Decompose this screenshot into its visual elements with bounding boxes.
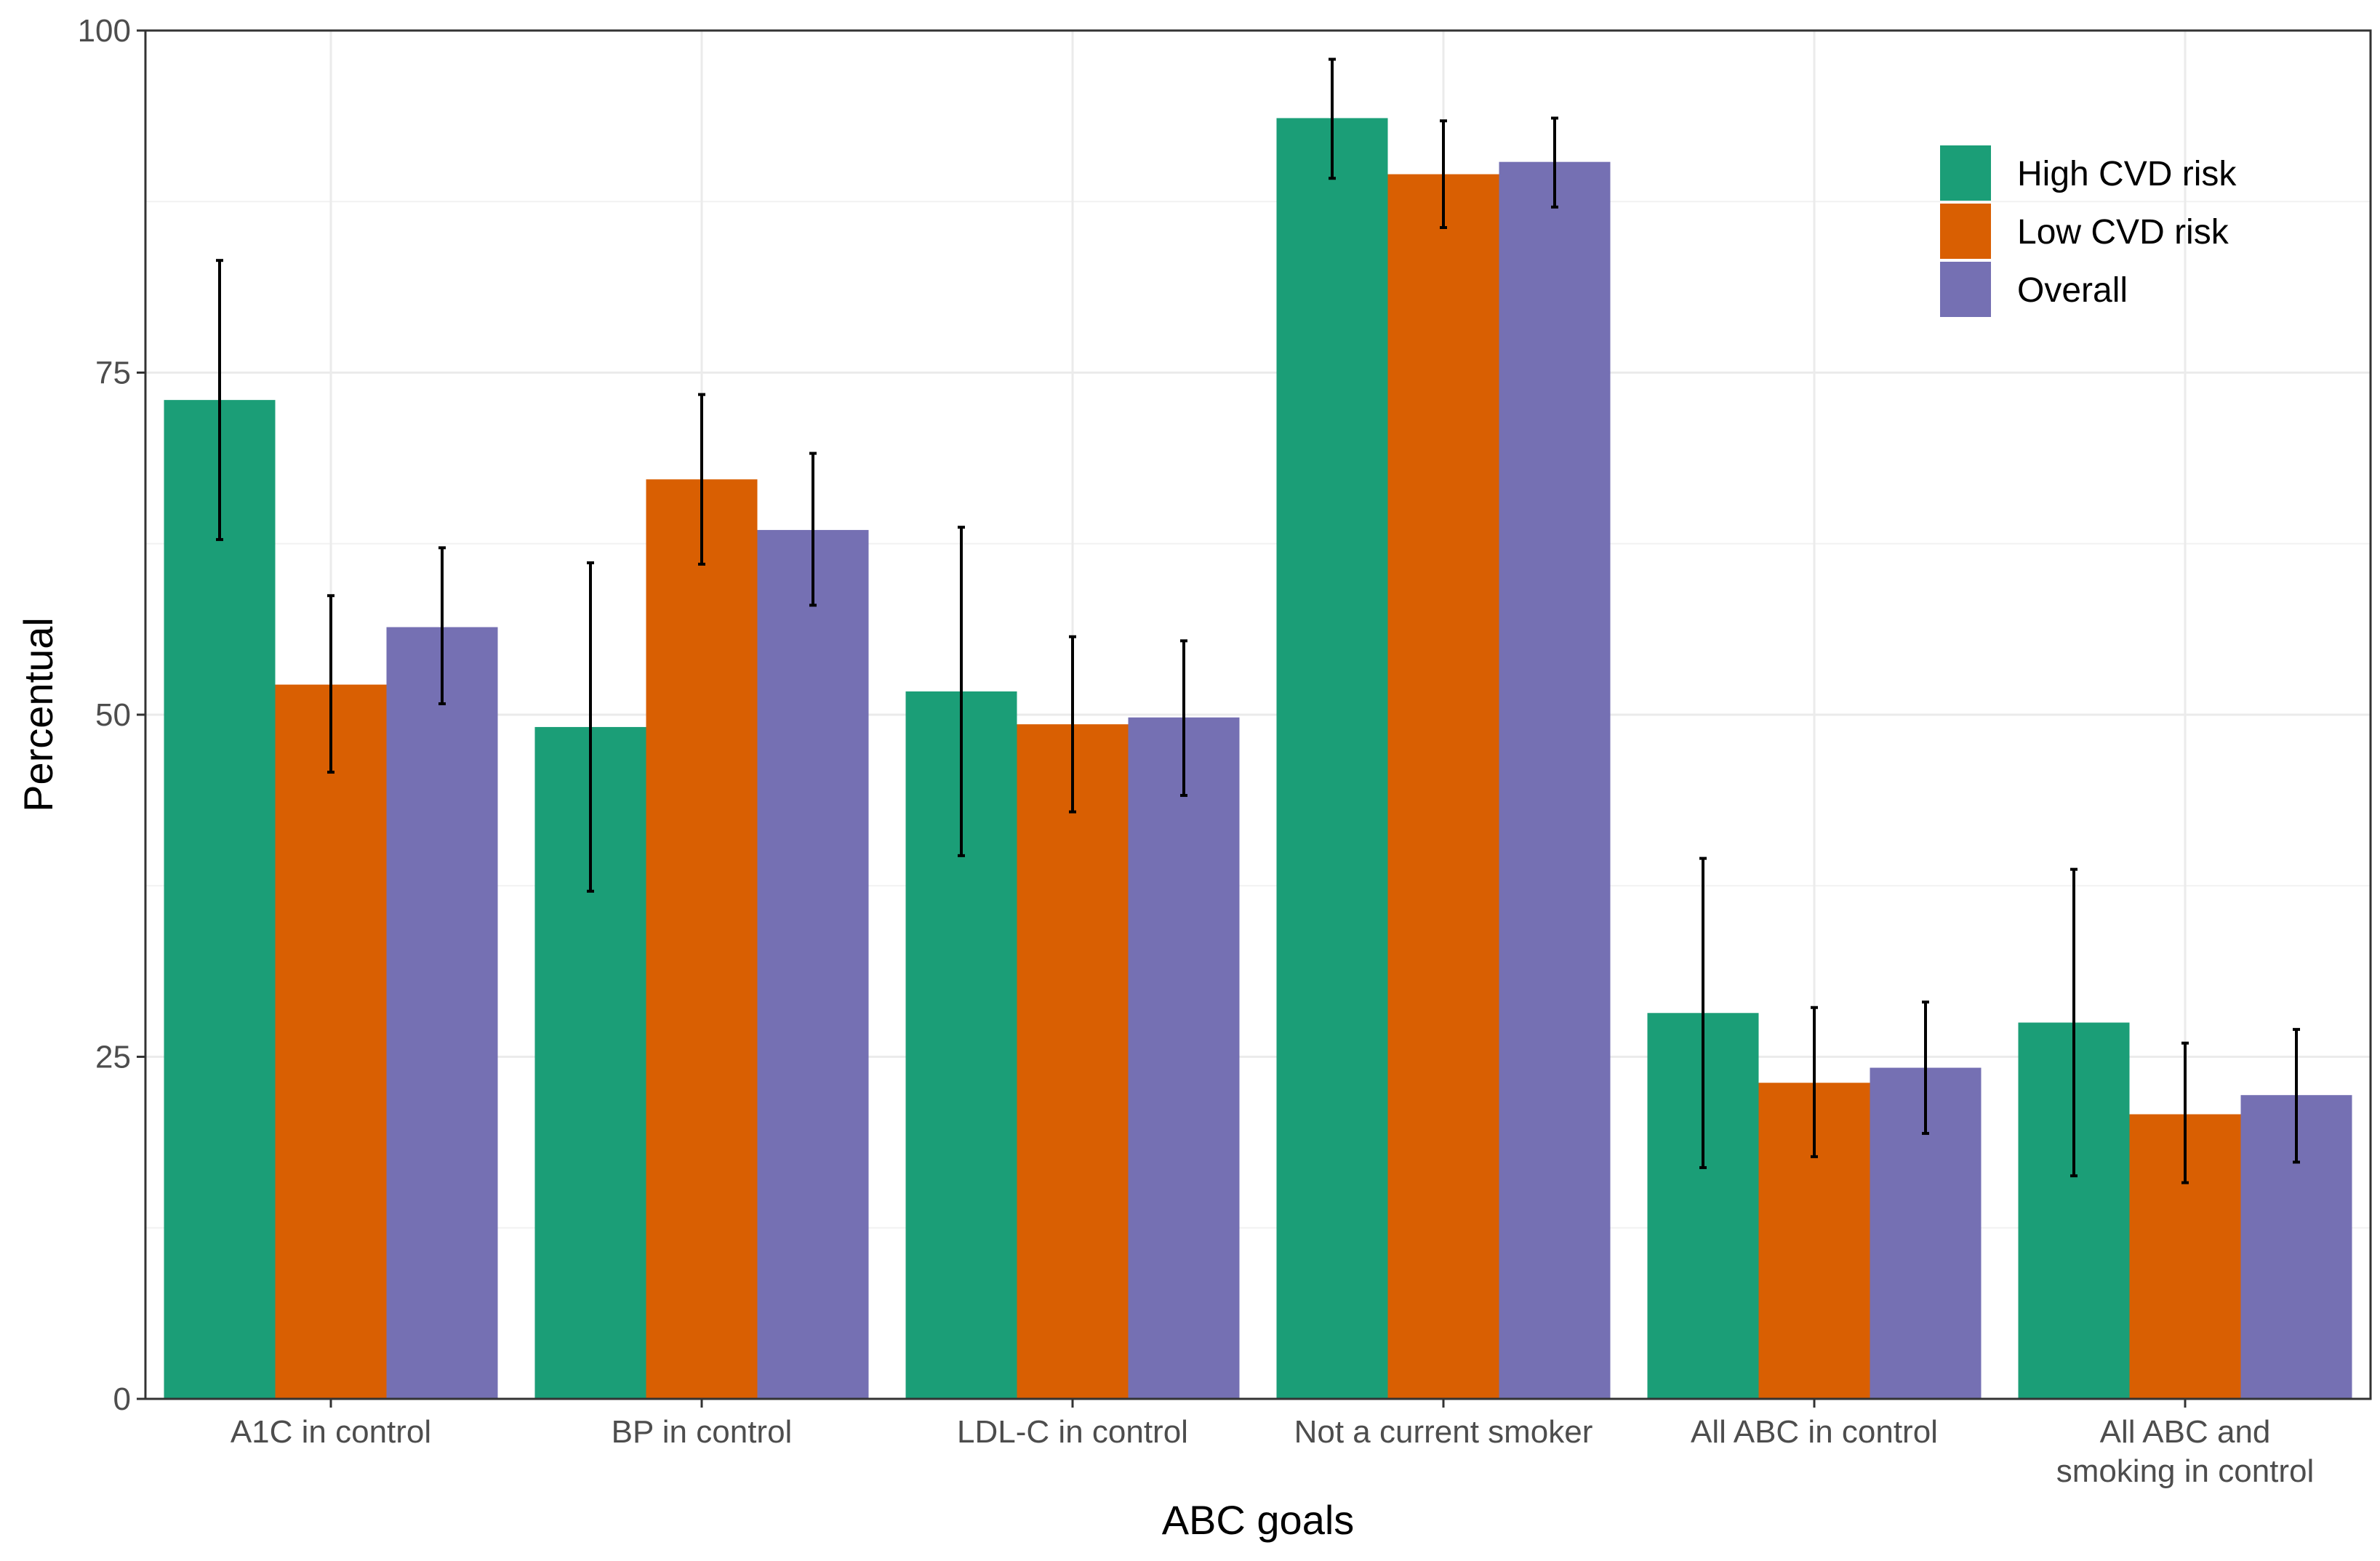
legend-label: Overall [2017,271,2128,310]
x-tick-label: LDL-C in control [957,1414,1188,1450]
y-axis: 0 25 50 75 100 [78,13,145,1417]
bar [757,529,869,1400]
x-axis-title: ABC goals [1162,1497,1355,1543]
x-axis: A1C in control BP in control LDL-C in cont… [231,1399,2314,1489]
y-tick-label: 100 [78,13,131,49]
error-bars [216,57,2300,1184]
y-tick-label: 0 [113,1381,131,1417]
legend-key [1940,262,1991,317]
y-tick-label: 75 [95,356,131,391]
x-tick-label: All ABC and [2100,1414,2271,1450]
y-axis-title: Percentual [15,617,61,812]
bar [646,479,758,1399]
legend: High CVD risk Low CVD risk Overall [1940,145,2237,317]
y-tick-label: 25 [95,1040,131,1075]
x-tick-label: All ABC in control [1691,1414,1938,1450]
x-tick-label: Not a current smoker [1294,1414,1593,1450]
bar [1387,174,1499,1400]
bar [1276,118,1388,1399]
x-tick-label: BP in control [612,1414,793,1450]
legend-label: Low CVD risk [2017,213,2229,252]
bar [275,684,387,1399]
legend-label: High CVD risk [2017,155,2237,193]
legend-key [1940,145,1991,201]
bar [1499,161,1611,1399]
bar [1128,717,1240,1399]
legend-key [1940,204,1991,259]
y-tick-label: 50 [95,697,131,733]
bar [164,400,276,1399]
bar [386,627,498,1399]
x-tick-label: smoking in control [2056,1453,2315,1489]
x-tick-label: A1C in control [231,1414,431,1450]
bar [1017,724,1129,1399]
bars [164,118,2352,1400]
